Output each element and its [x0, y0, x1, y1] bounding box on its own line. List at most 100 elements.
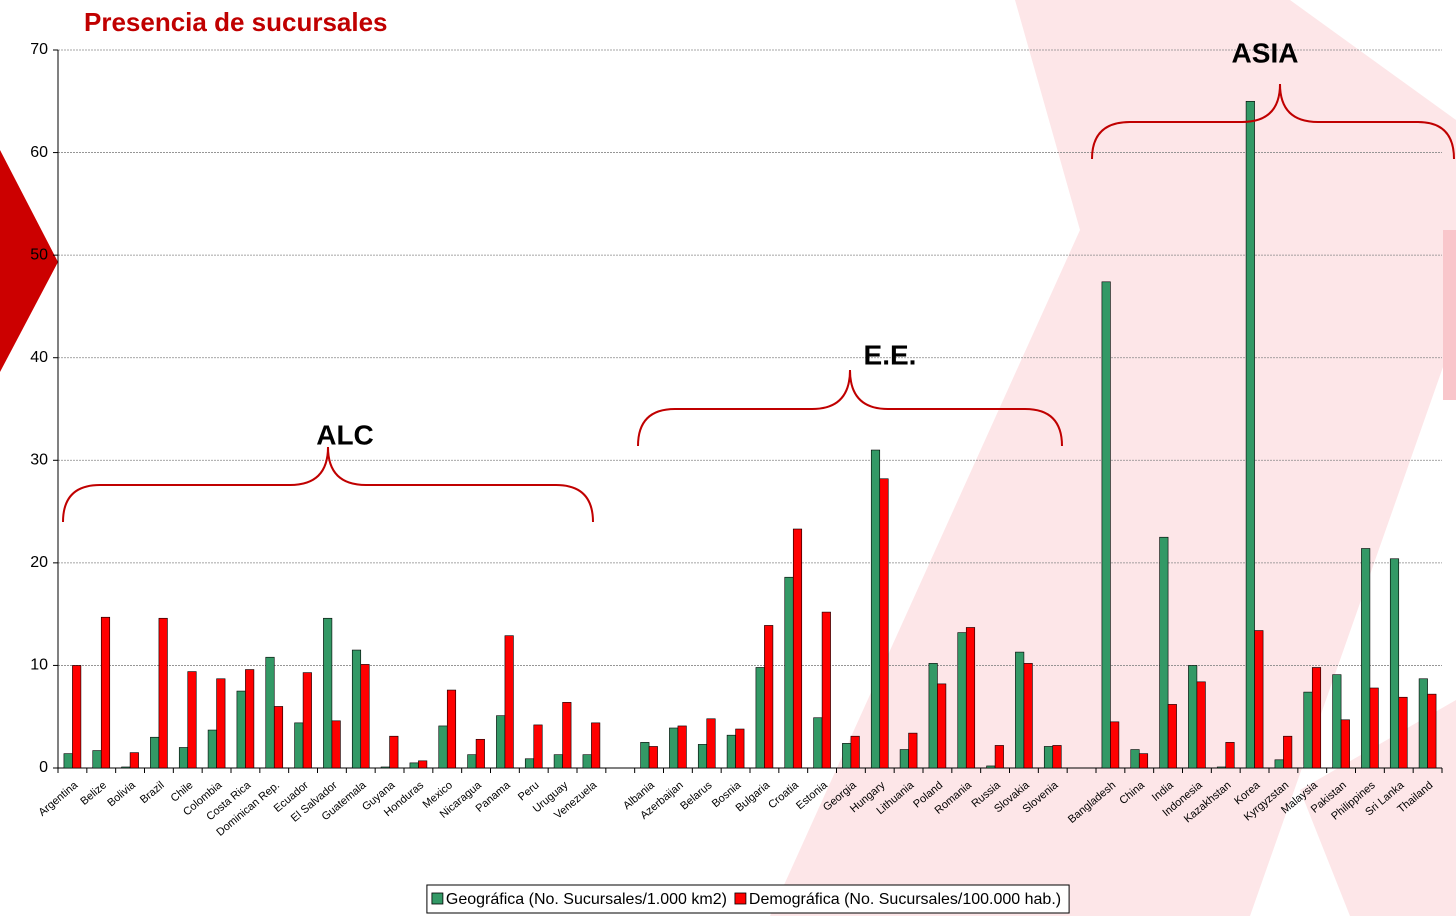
bar	[669, 727, 679, 769]
y-tick-label: 60	[30, 144, 48, 161]
bar	[1283, 735, 1293, 769]
bar	[726, 734, 736, 769]
bar	[908, 732, 918, 769]
bar	[1332, 674, 1342, 769]
bar	[792, 528, 803, 769]
bar	[1130, 749, 1140, 769]
y-tick-label: 0	[39, 759, 48, 776]
y-tick-label: 50	[30, 246, 48, 263]
bar	[1254, 630, 1264, 769]
x-tick-label: Belarus	[678, 779, 715, 812]
bar	[1418, 678, 1428, 769]
bar	[870, 449, 881, 769]
bar	[467, 754, 477, 769]
y-tick-label: 40	[30, 349, 48, 366]
bar	[351, 649, 362, 769]
bar	[648, 746, 658, 769]
x-tick-label: Belize	[78, 779, 109, 807]
bar	[389, 735, 399, 769]
bar	[640, 742, 650, 769]
bar	[100, 616, 111, 769]
bar	[879, 478, 889, 769]
bar	[1023, 663, 1033, 769]
bar	[1101, 281, 1111, 769]
bar	[582, 754, 592, 769]
bar	[409, 762, 419, 769]
background-shape	[1443, 230, 1456, 400]
bar	[360, 664, 370, 769]
background-shape	[1300, 700, 1456, 916]
bar	[813, 717, 823, 769]
bar	[302, 672, 312, 769]
bar	[1361, 548, 1371, 769]
bar	[1311, 667, 1322, 769]
bar	[129, 752, 139, 769]
legend-swatch	[431, 892, 444, 905]
bar	[524, 758, 535, 769]
bar	[294, 722, 304, 769]
brace	[1091, 83, 1455, 160]
bar	[706, 718, 716, 769]
bar	[1159, 536, 1169, 769]
annotation: ASIA	[1232, 37, 1299, 68]
legend	[426, 884, 1070, 914]
bar	[957, 632, 967, 769]
x-tick-label: Brazil	[138, 779, 167, 806]
bar	[496, 715, 506, 769]
bar	[265, 656, 275, 769]
bar	[178, 747, 189, 769]
legend-label: Geográfica (No. Sucursales/1.000 km2)	[446, 891, 727, 908]
y-tick-label: 30	[30, 452, 48, 469]
bar	[158, 617, 168, 769]
bar	[1427, 693, 1437, 769]
bar	[1052, 745, 1062, 769]
bar	[1245, 100, 1255, 769]
bar	[928, 663, 938, 769]
bar	[1167, 704, 1177, 769]
bar	[92, 750, 102, 769]
bar	[533, 724, 543, 769]
bar	[1389, 558, 1400, 769]
bar	[697, 744, 708, 769]
bar	[331, 720, 341, 769]
bar	[504, 635, 514, 769]
bar	[216, 678, 226, 769]
bar	[150, 736, 160, 769]
bar	[986, 765, 996, 769]
brace	[62, 446, 594, 523]
annotation: E.E.	[864, 339, 917, 370]
x-tick-label: Argentina	[36, 779, 80, 819]
bar	[72, 665, 82, 769]
bar	[1196, 681, 1206, 769]
bar	[245, 669, 255, 769]
bar	[562, 702, 572, 769]
bar	[850, 735, 860, 769]
bar	[207, 729, 217, 769]
bar	[677, 725, 687, 769]
bar	[755, 667, 765, 769]
legend-label: Demográfica (No. Sucursales/100.000 hab.…	[749, 891, 1061, 908]
bar	[735, 728, 745, 769]
bar	[1340, 719, 1350, 769]
bar	[937, 683, 947, 769]
bar	[1043, 746, 1054, 769]
bar	[784, 576, 794, 769]
bar	[187, 671, 197, 769]
bar	[1216, 766, 1227, 769]
bar	[842, 743, 852, 769]
bar	[965, 627, 976, 769]
bar	[1015, 651, 1025, 769]
bar	[1369, 687, 1379, 769]
bar	[591, 722, 601, 769]
bar	[63, 753, 73, 769]
bar	[273, 706, 284, 769]
bar	[821, 611, 831, 769]
bar	[121, 766, 131, 769]
bar	[418, 760, 428, 769]
bar	[1110, 721, 1120, 769]
y-tick-label: 70	[30, 41, 48, 58]
background-arrow	[0, 150, 58, 372]
chart-title: Presencia de sucursales	[84, 7, 388, 37]
y-tick-label: 10	[30, 657, 48, 674]
